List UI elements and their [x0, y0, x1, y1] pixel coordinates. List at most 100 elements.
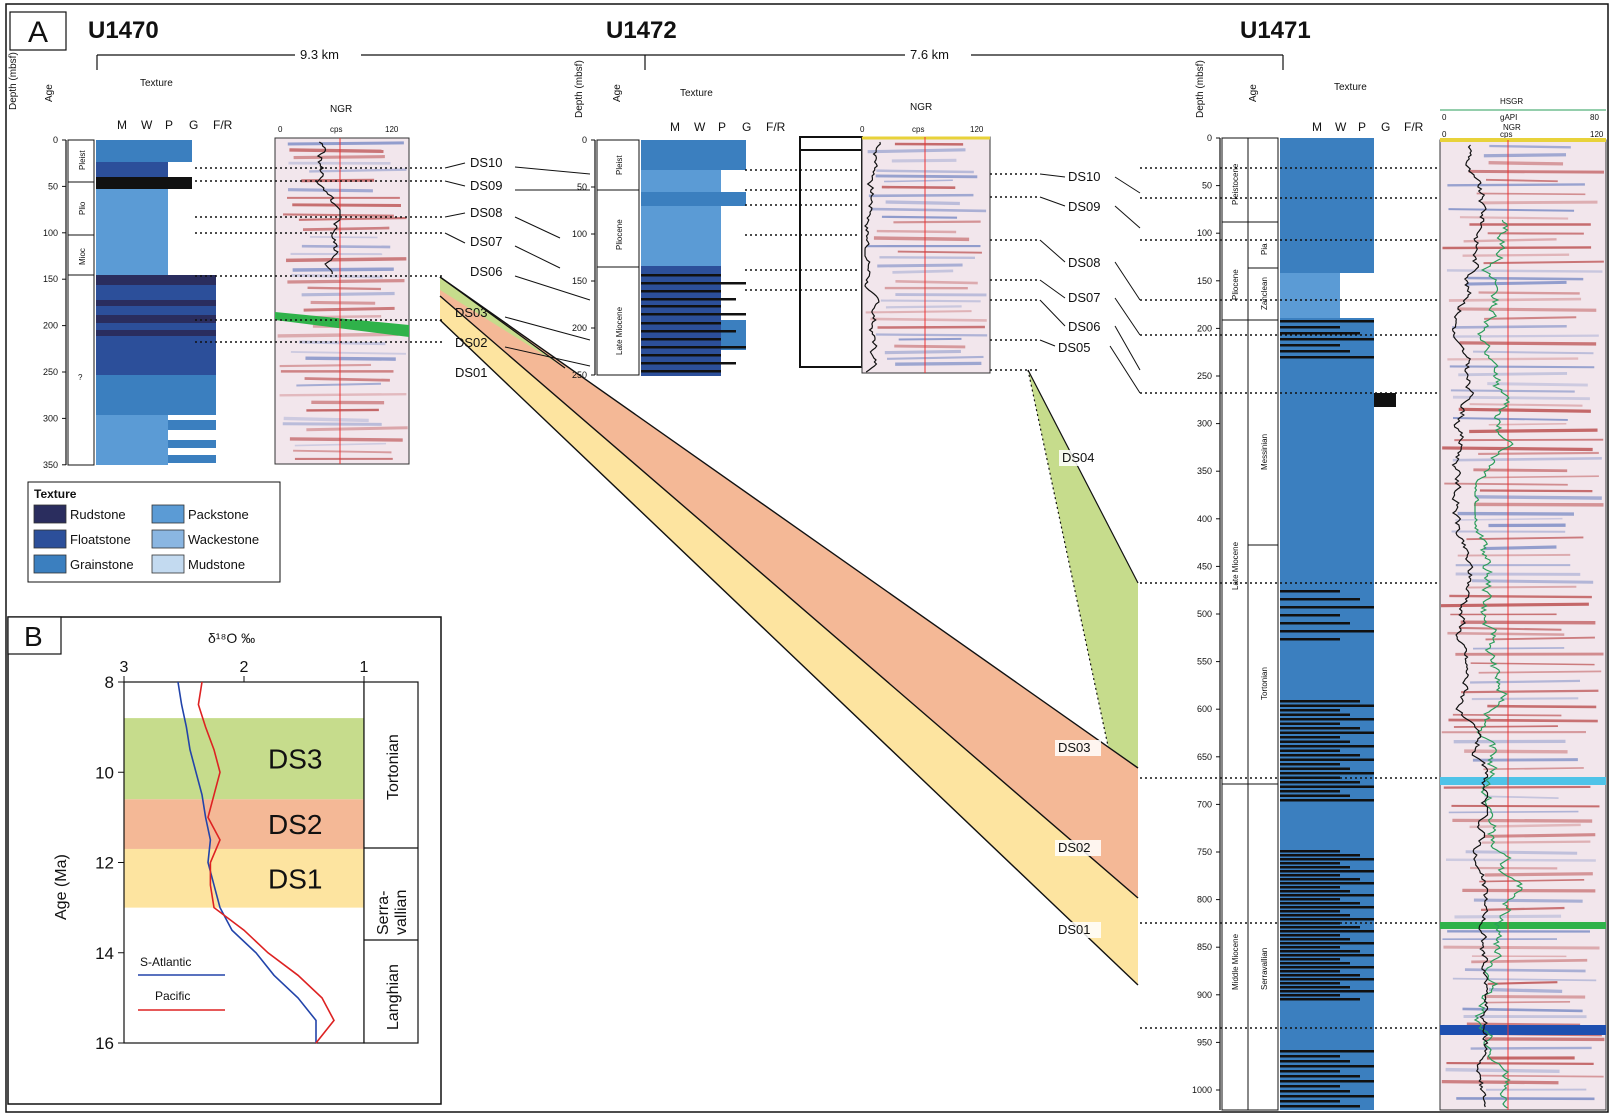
- u1471-column: Depth (mbsf) Age Texture M W P G F/R 0 50 100 1…: [1192, 60, 1607, 1111]
- u1470-seismic-panel: [274, 137, 410, 465]
- legend-pacific: Pacific: [155, 989, 190, 1003]
- depth-tick: 450: [1197, 561, 1212, 571]
- u1470-depth-label: Depth (mbsf): [8, 52, 19, 110]
- svg-text:0: 0: [278, 125, 283, 134]
- depth-tick: 200: [572, 323, 587, 333]
- texture-axis-label: F/R: [1404, 120, 1424, 134]
- stage-tortonian: Tortonian: [385, 734, 402, 800]
- texture-legend: Texture Rudstone Floatstone Grainstone Pack…: [27, 481, 281, 583]
- legend-item: Wackestone: [188, 532, 259, 547]
- panel-b-letter: B: [24, 621, 43, 652]
- texture-axis-label: W: [1335, 120, 1347, 134]
- depth-tick: 100: [572, 229, 587, 239]
- depth-tick: 1000: [1192, 1085, 1212, 1095]
- depth-tick: 650: [1197, 752, 1212, 762]
- panel-b-xlabel: δ¹⁸O ‰: [208, 630, 255, 646]
- sequence-label-u1470: DS03: [455, 305, 488, 320]
- depth-tick: 150: [43, 274, 58, 284]
- sequence-label-u1471: DS08: [1068, 255, 1101, 270]
- legend-swatch: [33, 529, 67, 549]
- legend-swatch: [33, 554, 67, 574]
- depth-tick: 50: [48, 181, 58, 191]
- y-tick-label: 14: [95, 944, 114, 963]
- depth-tick: 300: [1197, 419, 1212, 429]
- svg-text:Depth (mbsf): Depth (mbsf): [1195, 60, 1206, 118]
- band-ds2: [124, 799, 364, 849]
- texture-axis-label: G: [742, 120, 751, 134]
- u1472-age-label: Age: [612, 84, 623, 102]
- depth-tick: 250: [572, 370, 587, 380]
- svg-text:Pliocene: Pliocene: [615, 219, 624, 250]
- sequence-label-u1470: DS08: [470, 205, 503, 220]
- depth-tick: 0: [582, 135, 587, 145]
- distance-2: 7.6 km: [910, 47, 949, 62]
- depth-tick: 150: [1197, 276, 1212, 286]
- u1470-ngr-label: NGR: [330, 104, 352, 115]
- u1471-seismic-panel: [1439, 139, 1607, 1111]
- u1470-texture-title: Texture: [140, 78, 173, 89]
- depth-tick: 550: [1197, 657, 1212, 667]
- series-s-atlantic: [177, 681, 317, 1043]
- sequence-label-u1471: DS03: [1058, 740, 1091, 755]
- legend-swatch: [151, 504, 185, 524]
- svg-text:0: 0: [860, 125, 865, 134]
- u1470-texture-axis: M W P G F/R: [117, 118, 233, 132]
- legend-item: Grainstone: [70, 557, 134, 572]
- sequence-label-u1471: DS07: [1068, 290, 1101, 305]
- u1472-depth-label: Depth (mbsf): [574, 60, 585, 118]
- texture-axis-label: M: [1312, 120, 1322, 134]
- band-ds1: [124, 848, 364, 908]
- svg-text:cps: cps: [330, 125, 342, 134]
- sequence-label-u1471: DS04: [1062, 450, 1095, 465]
- texture-axis-label: M: [117, 118, 127, 132]
- svg-text:Messinian: Messinian: [1260, 434, 1269, 470]
- svg-text:Texture: Texture: [1334, 82, 1367, 93]
- svg-text:Tortonian: Tortonian: [1260, 667, 1269, 700]
- band-label: DS2: [268, 809, 322, 840]
- depth-tick: 50: [577, 182, 587, 192]
- panel-a-letter: A: [28, 16, 48, 49]
- u1470-age-pleist: Pleist: [78, 150, 87, 170]
- sequence-label-u1471: DS09: [1068, 199, 1101, 214]
- texture-axis-label: P: [165, 118, 173, 132]
- texture-axis-label: W: [694, 120, 706, 134]
- depth-tick: 750: [1197, 847, 1212, 857]
- svg-text:NGR: NGR: [1503, 123, 1521, 132]
- legend-item: Mudstone: [188, 557, 245, 572]
- svg-text:Pia: Pia: [1260, 243, 1269, 255]
- ds04-wedge: [1028, 370, 1138, 768]
- sequence-label-u1470: DS06: [470, 264, 503, 279]
- site-title-u1472: U1472: [606, 17, 677, 44]
- legend-swatch: [33, 504, 67, 524]
- depth-tick: 0: [53, 135, 58, 145]
- texture-axis-label: G: [1381, 120, 1390, 134]
- y-tick-label: 8: [105, 673, 114, 692]
- texture-axis-label: G: [189, 118, 198, 132]
- panel-b: B δ¹⁸O ‰ Age (Ma) DS3 DS2 DS1 3 2 1 8 10 12 14 1…: [7, 616, 442, 1105]
- depth-tick: 300: [43, 413, 58, 423]
- depth-tick: 0: [1207, 133, 1212, 143]
- sequence-label-u1471: DS10: [1068, 169, 1101, 184]
- svg-text:120: 120: [385, 125, 399, 134]
- svg-text:Pleist: Pleist: [615, 155, 624, 175]
- u1470-age-mioc: Mioc: [78, 248, 87, 265]
- site-title-u1470: U1470: [88, 17, 159, 44]
- depth-tick: 350: [43, 460, 58, 470]
- u1470-column: Depth (mbsf) Age Texture M W P G F/R 0 50 100 1…: [8, 52, 410, 470]
- legend-item: Rudstone: [70, 507, 126, 522]
- depth-tick: 200: [43, 321, 58, 331]
- depth-tick: 800: [1197, 895, 1212, 905]
- band-label: DS3: [268, 744, 322, 775]
- stage-langhian: Langhian: [385, 964, 402, 1030]
- band-label: DS1: [268, 863, 322, 894]
- panel-a-box: [9, 11, 67, 51]
- texture-axis-label: F/R: [213, 118, 233, 132]
- svg-text:Age: Age: [1248, 84, 1259, 102]
- depth-tick: 50: [1202, 181, 1212, 191]
- depth-tick: 500: [1197, 609, 1212, 619]
- texture-axis-label: P: [1358, 120, 1366, 134]
- x-tick-label: 2: [240, 659, 249, 676]
- u1470-age-plio: Plio: [78, 201, 87, 215]
- sequence-label-u1471: DS06: [1068, 319, 1101, 334]
